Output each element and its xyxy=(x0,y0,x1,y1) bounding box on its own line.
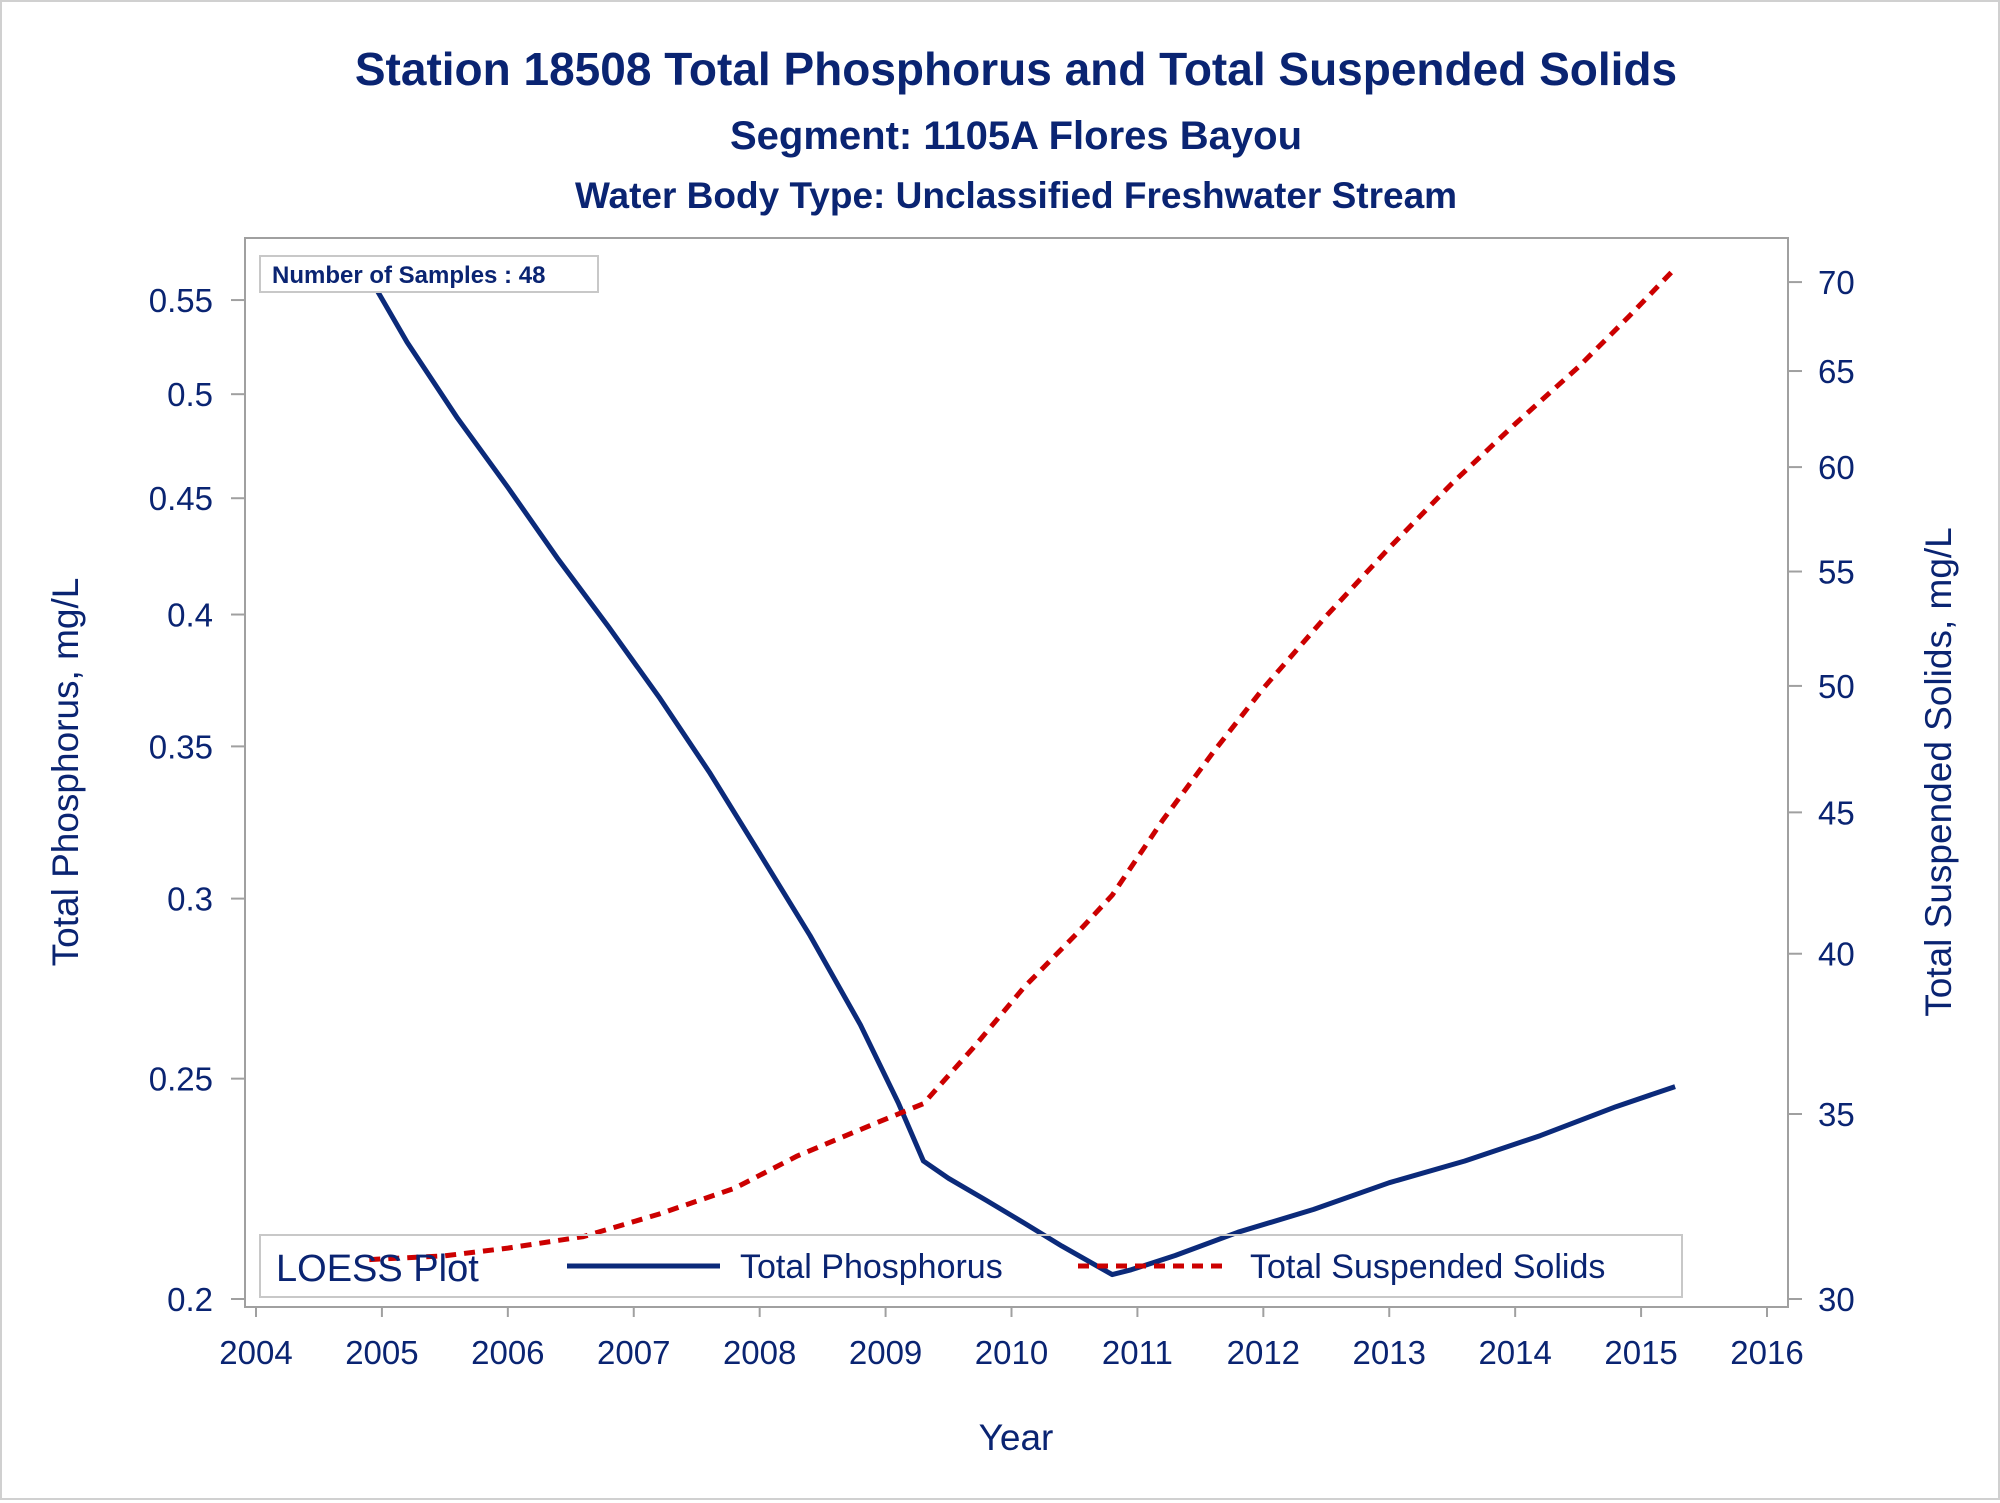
y-tick-label: 0.2 xyxy=(167,1281,213,1318)
y2-tick-label: 55 xyxy=(1818,554,1855,591)
y-tick-label: 0.5 xyxy=(167,376,213,413)
x-tick-label: 2016 xyxy=(1730,1334,1803,1371)
legend: LOESS Plot Total Phosphorus Total Suspen… xyxy=(259,1234,1683,1298)
x-tick-label: 2005 xyxy=(345,1334,418,1371)
sample-count-box: Number of Samples : 48 xyxy=(259,255,599,293)
x-axis: 2004 2005 2006 2007 2008 2009 2010 2011 2012 2013… xyxy=(219,1306,1804,1371)
series-line-phosphorus xyxy=(367,275,1676,1278)
y2-tick-label: 30 xyxy=(1818,1281,1855,1318)
legend-label-tss: Total Suspended Solids xyxy=(1250,1248,1605,1286)
x-tick-label: 2009 xyxy=(849,1334,922,1371)
x-tick-label: 2012 xyxy=(1227,1334,1300,1371)
y-tick-label: 0.3 xyxy=(167,881,213,918)
chart-subtitle: Segment: 1105A Flores Bayou xyxy=(730,114,1302,158)
y2-axis-label: Total Suspended Solids, mg/L xyxy=(1918,527,1959,1017)
y2-tick-label: 50 xyxy=(1818,668,1855,705)
x-tick-label: 2008 xyxy=(723,1334,796,1371)
y-tick-label: 0.25 xyxy=(149,1061,213,1098)
chart-subtitle-2: Water Body Type: Unclassified Freshwater… xyxy=(575,175,1457,216)
x-tick-label: 2013 xyxy=(1353,1334,1426,1371)
sample-count-border xyxy=(259,255,599,293)
series-layer xyxy=(367,266,1677,1278)
x-tick-label: 2011 xyxy=(1102,1334,1173,1371)
y-tick-label: 0.45 xyxy=(149,480,213,517)
chart-title: Station 18508 Total Phosphorus and Total… xyxy=(355,43,1677,95)
x-tick-label: 2015 xyxy=(1604,1334,1677,1371)
y-tick-label: 0.35 xyxy=(149,728,213,765)
x-tick-label: 2010 xyxy=(975,1334,1048,1371)
y2-tick-label: 60 xyxy=(1818,449,1855,486)
series-line-tss xyxy=(369,266,1677,1263)
y2-tick-label: 65 xyxy=(1818,353,1855,390)
plot-area xyxy=(244,237,1789,1308)
sample-count-text: Number of Samples : 48 xyxy=(272,262,545,289)
x-tick-label: 2004 xyxy=(219,1334,292,1371)
legend-label-phosphorus: Total Phosphorus xyxy=(740,1248,1003,1286)
legend-border xyxy=(259,1234,1683,1298)
x-tick-label: 2006 xyxy=(471,1334,544,1371)
y-tick-label: 0.55 xyxy=(149,282,213,319)
y2-tick-label: 40 xyxy=(1818,936,1855,973)
y-axis-label: Total Phosphorus, mg/L xyxy=(45,578,86,967)
y-tick-label: 0.4 xyxy=(167,597,213,634)
y2-tick-label: 70 xyxy=(1818,264,1855,301)
x-axis-label: Year xyxy=(979,1417,1054,1458)
y-axis-right: 30 35 40 45 50 55 60 65 70 xyxy=(1788,264,1855,1318)
y2-tick-label: 45 xyxy=(1818,794,1855,831)
legend-title: LOESS Plot xyxy=(276,1248,479,1290)
y2-tick-label: 35 xyxy=(1818,1096,1855,1133)
x-tick-label: 2014 xyxy=(1478,1334,1551,1371)
y-axis-left: 0.2 0.25 0.3 0.35 0.4 0.45 0.5 0.55 xyxy=(149,282,245,1318)
x-tick-label: 2007 xyxy=(597,1334,670,1371)
